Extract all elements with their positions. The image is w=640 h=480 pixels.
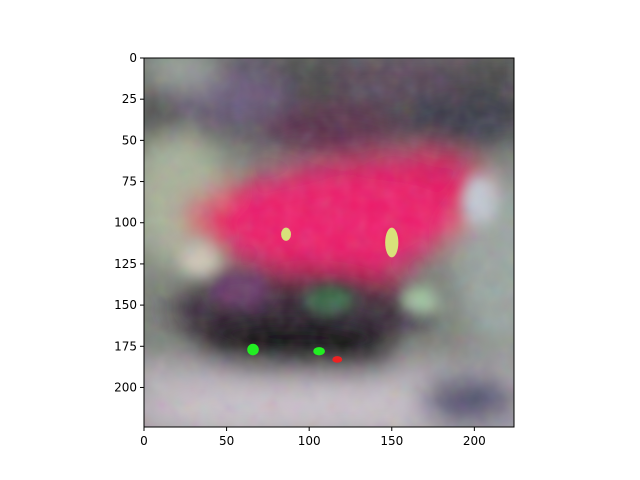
y-tick-label: 200 bbox=[114, 380, 137, 394]
marker-blob bbox=[247, 343, 259, 356]
x-axis: 0 50 100 150 200 bbox=[140, 427, 486, 448]
x-tick-label: 200 bbox=[463, 434, 486, 448]
y-tick-label: 75 bbox=[122, 175, 137, 189]
y-tick-label: 0 bbox=[129, 51, 137, 65]
x-tick-label: 0 bbox=[140, 434, 148, 448]
x-tick-label: 50 bbox=[219, 434, 234, 448]
marker-layer bbox=[247, 227, 399, 363]
y-tick-label: 175 bbox=[114, 339, 137, 353]
y-tick-label: 150 bbox=[114, 298, 137, 312]
marker-blob bbox=[281, 227, 292, 241]
y-tick-label: 125 bbox=[114, 257, 137, 271]
marker-blob bbox=[313, 347, 325, 356]
y-tick-label: 50 bbox=[122, 133, 137, 147]
x-tick-label: 150 bbox=[380, 434, 403, 448]
axes-frame bbox=[143, 57, 515, 428]
y-tick-label: 100 bbox=[114, 216, 137, 230]
y-axis: 0 25 50 75 100 125 150 175 200 bbox=[114, 51, 144, 394]
x-tick-label: 100 bbox=[298, 434, 321, 448]
marker-blob bbox=[332, 356, 343, 363]
marker-blob bbox=[385, 227, 399, 258]
photo-image bbox=[144, 58, 514, 427]
y-tick-label: 25 bbox=[122, 92, 137, 106]
